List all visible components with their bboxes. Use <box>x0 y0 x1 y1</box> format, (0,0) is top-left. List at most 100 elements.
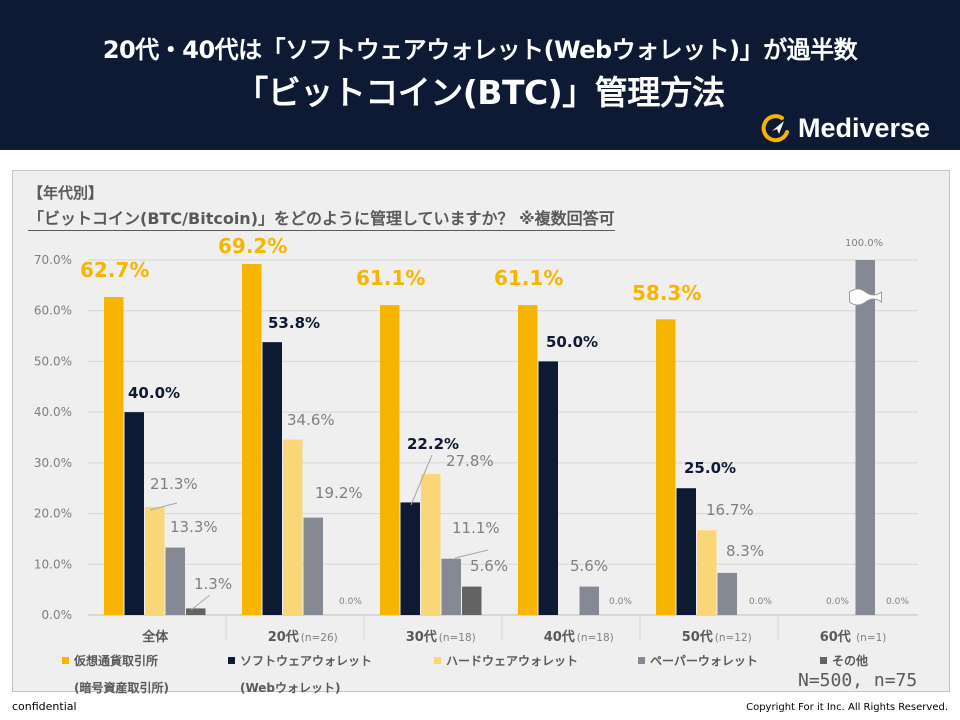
mediverse-logo-icon <box>761 114 789 143</box>
legend-swatch <box>434 657 441 664</box>
bar-group-30s-s1 <box>400 502 420 615</box>
footer-confidential: confidential <box>12 700 77 713</box>
data-label: 61.1% <box>356 266 425 290</box>
bar-group-40s-s0 <box>518 305 538 615</box>
data-label: 61.1% <box>494 266 563 290</box>
data-label: 25.0% <box>684 459 736 477</box>
legend-label: ペーパーウォレット <box>650 654 758 668</box>
headline-title: 「ビットコイン(BTC)」管理方法 <box>235 73 725 112</box>
x-tick-label: 20代 <box>268 629 299 645</box>
data-label: 0.0% <box>609 597 632 607</box>
data-label: 1.3% <box>194 575 232 593</box>
data-label: 53.8% <box>268 314 320 332</box>
x-tick-sample-size: (n=18) <box>439 632 476 644</box>
legend-exchange-sub: (暗号資産取引所) <box>74 681 169 695</box>
data-label: 100.0% <box>845 238 883 249</box>
data-label: 0.0% <box>749 597 772 607</box>
x-tick-label: 全体 <box>141 629 169 645</box>
legend-swatch <box>228 657 235 664</box>
data-label: 40.0% <box>128 384 180 402</box>
data-label: 0.0% <box>339 597 362 607</box>
legend-hardware-wallet: ハードウェアウォレット <box>434 652 578 669</box>
legend-swatch <box>638 657 645 664</box>
leader-line <box>454 549 489 559</box>
bar-group-50s-s0 <box>656 319 676 615</box>
data-label: 0.0% <box>826 597 849 607</box>
bar-group-60s-s3 <box>855 260 875 615</box>
bar-group-20s-s2 <box>283 439 303 615</box>
x-tick-sample-size: (n=26) <box>301 632 338 644</box>
headline-subtitle: 20代・40代は「ソフトウェアウォレット(Webウォレット)」が過半数 <box>102 36 858 64</box>
bar-group-all-s1 <box>124 412 144 615</box>
data-label: 34.6% <box>287 411 335 429</box>
x-tick-label: 40代 <box>544 629 575 645</box>
x-tick-label: 30代 <box>406 629 437 645</box>
data-label: 22.2% <box>407 435 459 453</box>
bar-group-50s-s1 <box>676 488 696 615</box>
data-label: 5.6% <box>470 557 508 575</box>
axis-break-mark <box>849 288 882 306</box>
leader-line <box>410 454 433 506</box>
header-banner: 20代・40代は「ソフトウェアウォレット(Webウォレット)」が過半数 「ビット… <box>0 0 960 150</box>
bar-group-50s-s3 <box>717 572 737 615</box>
y-tick-label: 0.0% <box>42 608 73 622</box>
chart-title: 「ビットコイン(BTC/Bitcoin)」をどのように管理していますか？ ※複数… <box>28 205 615 231</box>
data-label: 27.8% <box>446 452 494 470</box>
legend-label: ハードウェアウォレット <box>446 654 579 668</box>
legend-swatch <box>62 657 69 664</box>
y-tick-label: 60.0% <box>34 304 72 318</box>
footer-copyright: Copyright For it Inc. All Rights Reserve… <box>746 702 948 713</box>
y-tick-label: 30.0% <box>34 456 72 470</box>
legend-label: その他 <box>832 654 869 668</box>
bar-group-30s-s2 <box>421 474 441 615</box>
bar-group-30s-s3 <box>441 558 461 615</box>
bar-group-all-s2 <box>145 506 165 615</box>
bar-group-all-s0 <box>104 297 124 615</box>
sample-size-note: N=500, n=75 <box>798 670 918 691</box>
bar-group-50s-s2 <box>697 530 717 615</box>
x-tick-sample-size: (n=1) <box>856 632 886 644</box>
bar-group-40s-s3 <box>579 586 599 615</box>
brand-logo: Mediverse <box>760 112 930 144</box>
data-label: 62.7% <box>80 258 149 282</box>
data-label: 58.3% <box>632 281 701 305</box>
bar-group-all-s4 <box>186 608 206 615</box>
data-label: 13.3% <box>170 518 218 536</box>
legend-paper-wallet: ペーパーウォレット <box>638 652 758 669</box>
x-tick-label: 50代 <box>682 629 713 645</box>
bar-group-20s-s3 <box>303 517 323 615</box>
y-tick-label: 50.0% <box>34 354 72 368</box>
data-label: 50.0% <box>546 333 598 351</box>
data-label: 69.2% <box>218 234 287 258</box>
y-tick-label: 70.0% <box>34 253 72 267</box>
legend-exchange: 仮想通貨取引所 <box>62 652 158 669</box>
legend-swatch <box>820 657 827 664</box>
y-tick-label: 20.0% <box>34 507 72 521</box>
leader-line <box>190 594 211 611</box>
bar-group-20s-s0 <box>242 264 262 615</box>
x-tick-label: 60代 <box>820 629 851 645</box>
data-label: 5.6% <box>570 557 608 575</box>
y-tick-label: 40.0% <box>34 405 72 419</box>
data-label: 21.3% <box>150 475 198 493</box>
data-label: 19.2% <box>315 484 363 502</box>
bar-group-all-s3 <box>165 547 185 615</box>
logo-text: Mediverse <box>798 112 931 143</box>
data-label: 8.3% <box>726 542 764 560</box>
legend-software-wallet: ソフトウェアウォレット <box>228 652 372 669</box>
x-tick-sample-size: (n=18) <box>577 632 614 644</box>
bar-group-20s-s1 <box>262 342 282 615</box>
legend-other: その他 <box>820 652 868 669</box>
data-label: 11.1% <box>452 519 500 537</box>
y-tick-label: 10.0% <box>34 557 72 571</box>
legend-label: ソフトウェアウォレット <box>240 654 373 668</box>
bar-group-30s-s4 <box>462 586 482 615</box>
data-label: 0.0% <box>886 597 909 607</box>
legend-label: 仮想通貨取引所 <box>74 654 159 668</box>
bar-group-30s-s0 <box>380 305 400 615</box>
legend-software-wallet-sub: (Webウォレット) <box>240 681 341 695</box>
x-tick-sample-size: (n=12) <box>715 632 752 644</box>
data-label: 16.7% <box>706 501 754 519</box>
segment-tag: 【年代別】 <box>28 184 104 202</box>
